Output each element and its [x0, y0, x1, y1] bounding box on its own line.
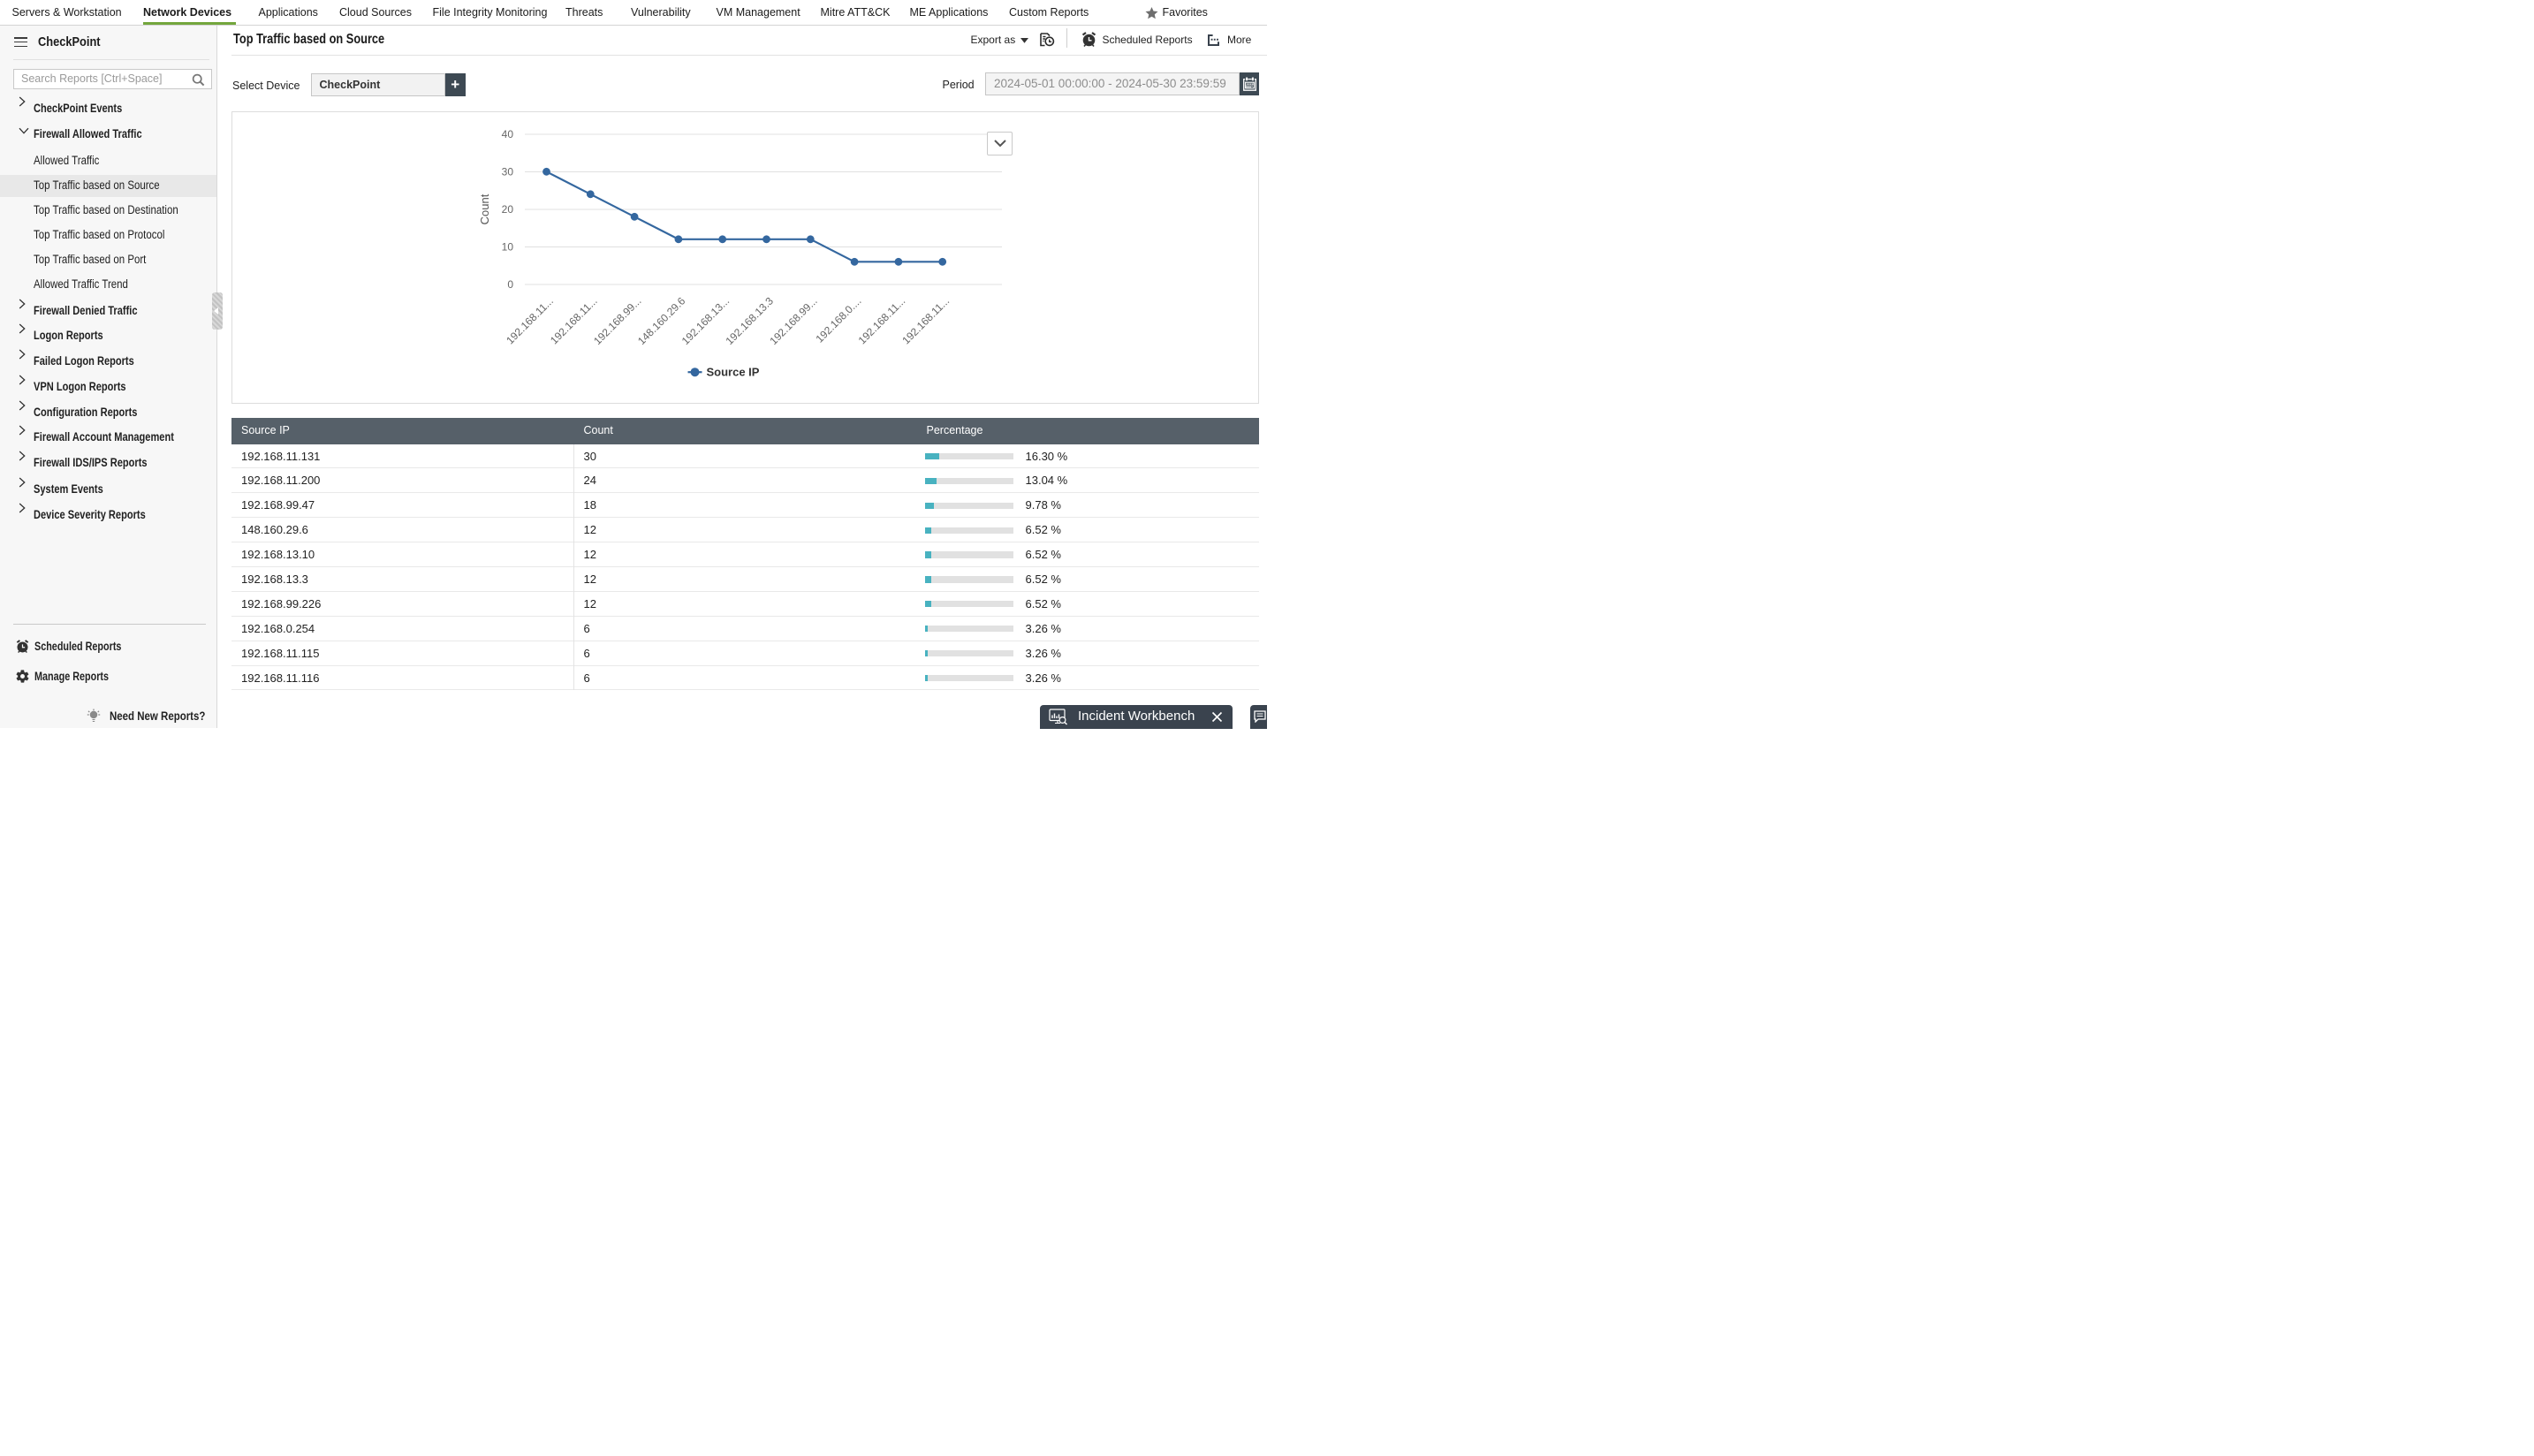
svg-text:Count: Count: [478, 193, 491, 224]
svg-text:Source IP: Source IP: [706, 366, 759, 379]
svg-text:192.168.99...: 192.168.99...: [767, 295, 819, 347]
svg-text:10: 10: [501, 241, 513, 254]
svg-text:0: 0: [507, 278, 513, 291]
svg-text:192.168.11...: 192.168.11...: [899, 295, 952, 347]
svg-text:20: 20: [501, 203, 513, 216]
svg-text:40: 40: [501, 128, 513, 140]
svg-text:30: 30: [501, 166, 513, 178]
